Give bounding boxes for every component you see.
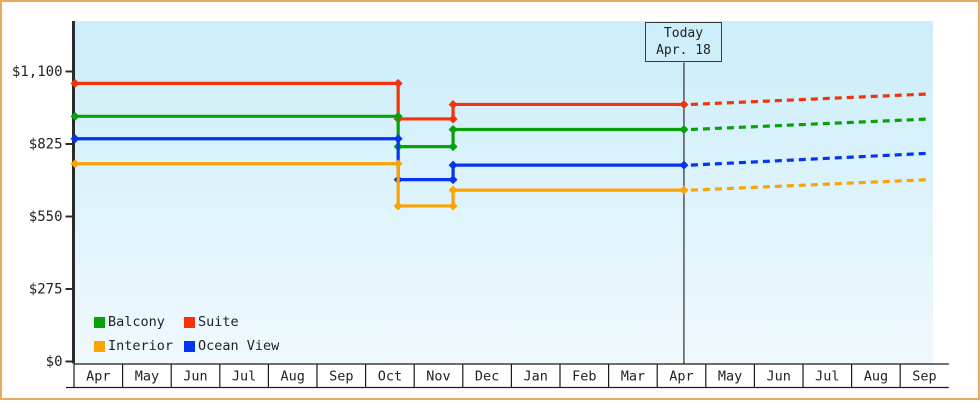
data-point-marker: [70, 134, 80, 144]
data-point-marker: [448, 175, 458, 185]
chart-legend: Balcony Suite Interior Ocean View: [94, 314, 279, 354]
data-point-marker: [679, 99, 689, 109]
data-point-marker: [448, 125, 458, 134]
data-point-marker: [70, 159, 80, 169]
data-point-marker: [679, 185, 689, 195]
plot-background: [75, 21, 933, 364]
data-point-marker: [679, 125, 689, 134]
legend-label-balcony: Balcony: [108, 314, 165, 330]
month-label: Sep: [912, 369, 936, 385]
month-label: Oct: [378, 369, 402, 385]
y-axis-line: [72, 21, 75, 364]
legend-item-balcony: Balcony: [94, 314, 184, 330]
data-point-marker: [393, 134, 403, 144]
month-label: Feb: [572, 369, 596, 385]
data-point-marker: [393, 111, 403, 121]
y-axis-label: $825: [29, 137, 63, 153]
y-axis-label: $0: [46, 354, 63, 370]
price-history-line: [75, 137, 684, 182]
data-point-marker: [448, 114, 458, 124]
month-label: Aug: [864, 369, 888, 385]
legend-item-suite: Suite: [184, 314, 279, 330]
month-label: May: [718, 369, 742, 385]
legend-item-ocean-view: Ocean View: [184, 338, 279, 354]
data-point-marker: [70, 78, 80, 88]
month-label: Jul: [815, 369, 839, 385]
month-label: Jun: [183, 369, 207, 385]
month-label: Apr: [669, 369, 693, 385]
data-point-marker: [448, 185, 458, 195]
price-history-line: [75, 81, 684, 121]
price-forecast-line: [690, 151, 930, 167]
legend-label-interior: Interior: [108, 338, 174, 354]
month-label: May: [135, 369, 159, 385]
month-label: Mar: [621, 369, 645, 385]
data-point-marker: [393, 159, 403, 169]
month-label: Jun: [767, 369, 791, 385]
price-forecast-line: [690, 177, 930, 192]
data-point-marker: [393, 201, 403, 211]
today-label: Today: [663, 26, 704, 41]
price-forecast-line: [690, 117, 930, 132]
ocean-view-color-swatch: [184, 340, 195, 352]
interior-color-swatch: [94, 340, 105, 352]
price-forecast-line: [690, 92, 930, 107]
data-point-marker: [448, 99, 458, 109]
price-history-line: [75, 114, 684, 149]
legend-label-suite: Suite: [198, 314, 239, 330]
month-label: Nov: [426, 369, 450, 385]
data-point-marker: [70, 111, 80, 121]
month-label: Jul: [232, 369, 256, 385]
today-marker-box: Today Apr. 18: [645, 22, 722, 62]
legend-item-interior: Interior: [94, 338, 184, 354]
balcony-color-swatch: [94, 316, 105, 328]
month-label: Jan: [524, 369, 548, 385]
data-point-marker: [679, 160, 689, 170]
data-point-marker: [448, 142, 458, 152]
month-label: Dec: [475, 369, 499, 385]
y-axis-label: $275: [29, 282, 63, 298]
data-point-marker: [393, 78, 403, 88]
y-axis-label: $1,100: [12, 64, 63, 80]
today-date: Apr. 18: [656, 43, 711, 58]
month-label: Apr: [86, 369, 110, 385]
month-label: Aug: [281, 369, 305, 385]
suite-color-swatch: [184, 316, 195, 328]
month-label: Sep: [329, 369, 353, 385]
data-point-marker: [448, 160, 458, 170]
price-history-line: [75, 162, 684, 208]
legend-label-ocean-view: Ocean View: [198, 338, 280, 354]
y-axis-label: $550: [29, 209, 63, 225]
data-point-marker: [448, 201, 458, 211]
